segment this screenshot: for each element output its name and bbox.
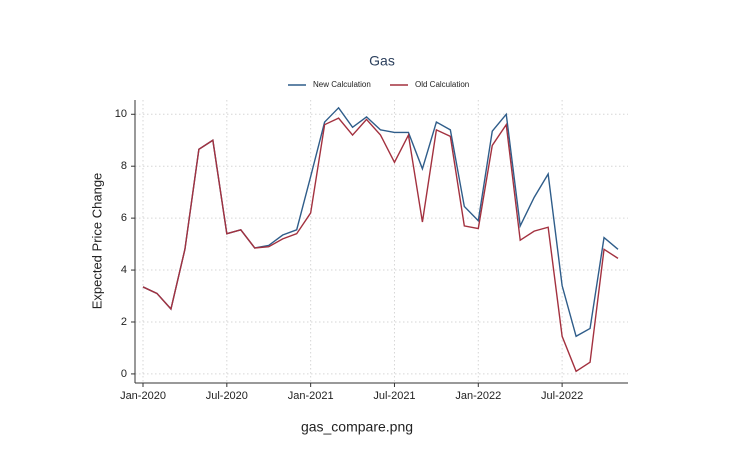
y-tick-label: 0 <box>121 368 127 380</box>
x-tick-label: Jul-2021 <box>373 390 415 402</box>
series-line <box>142 106 619 338</box>
x-tick-label: Jan-2020 <box>120 390 166 402</box>
chart-title: Gas <box>369 53 395 69</box>
y-tick-label: 10 <box>115 108 127 120</box>
y-tick-label: 4 <box>121 264 127 276</box>
x-tick-label: Jan-2021 <box>288 390 334 402</box>
x-tick-label: Jan-2022 <box>455 390 501 402</box>
caption: gas_compare.png <box>301 419 413 435</box>
y-axis-label: Expected Price Change <box>89 173 104 310</box>
y-tick-label: 6 <box>121 212 127 224</box>
series-line <box>142 117 619 373</box>
x-tick-label: Jul-2022 <box>541 390 583 402</box>
y-tick-label: 8 <box>121 160 127 172</box>
legend-label: Old Calculation <box>415 80 469 89</box>
legend-label: New Calculation <box>313 80 371 89</box>
x-tick-label: Jul-2020 <box>206 390 248 402</box>
y-tick-label: 2 <box>121 316 127 328</box>
